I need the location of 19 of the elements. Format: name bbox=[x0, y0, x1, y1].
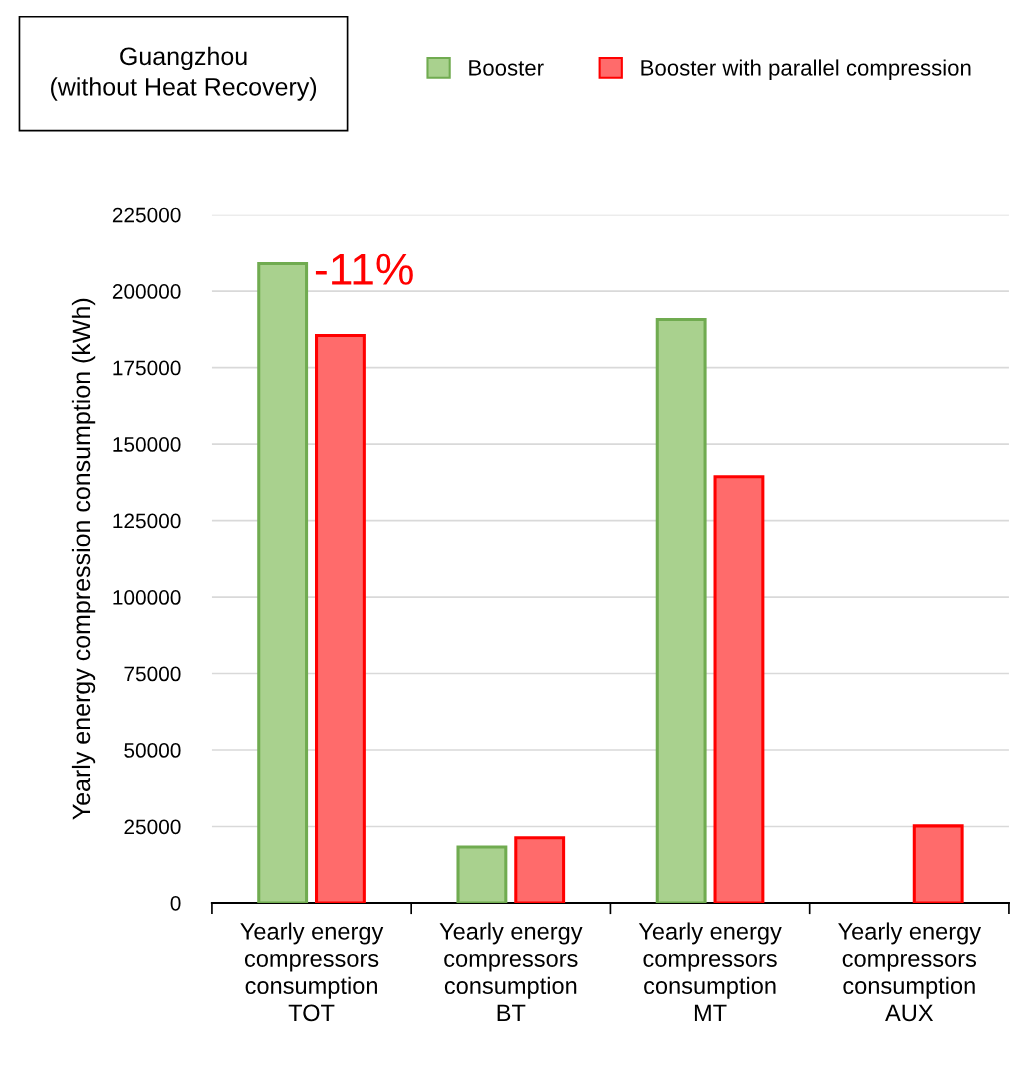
legend-label: Booster with parallel compression bbox=[641, 59, 971, 81]
chart-title: Guangzhou (without Heat Recovery) bbox=[51, 46, 317, 101]
y-tick-label: 100000 bbox=[113, 590, 181, 605]
x-tick-label: Yearly energy compressors consumption MT bbox=[638, 922, 782, 1021]
y-tick-label: 200000 bbox=[112, 284, 181, 299]
x-tick-label: Yearly energy compressors consumption AUX bbox=[838, 922, 982, 1022]
y-tick-label: 0 bbox=[170, 895, 181, 911]
y-tick-label: 75000 bbox=[124, 666, 181, 682]
x-tick-label: Yearly energy compressors consumption BT bbox=[439, 922, 583, 1021]
y-tick-label: 125000 bbox=[113, 513, 181, 529]
y-tick-label: 25000 bbox=[124, 819, 181, 835]
y-tick-label: 150000 bbox=[113, 437, 181, 452]
y-tick-label: 50000 bbox=[124, 743, 181, 758]
legend-label: Booster bbox=[469, 60, 544, 76]
y-tick-label: 175000 bbox=[113, 360, 181, 376]
y-axis-title: Yearly energy compression consumption (kWh) bbox=[71, 298, 96, 820]
x-tick-label: Yearly energy compressors consumption TOT bbox=[240, 922, 384, 1022]
y-tick-label: 225000 bbox=[112, 207, 181, 223]
annotation: -11% bbox=[315, 253, 413, 285]
